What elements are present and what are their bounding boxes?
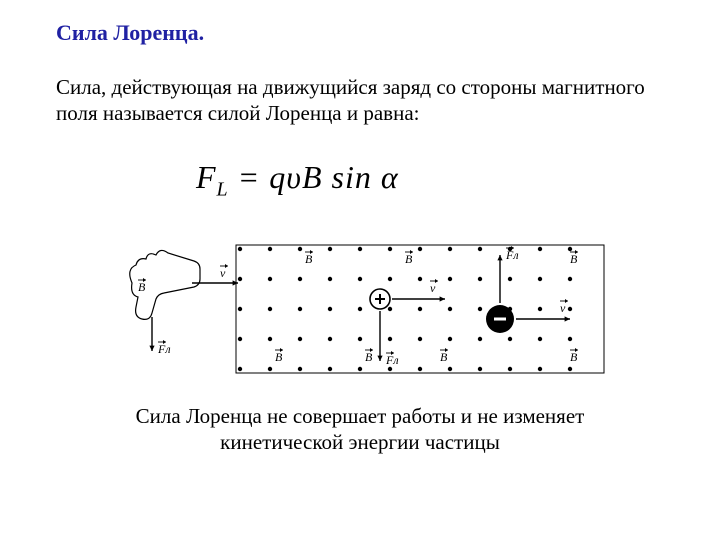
- svg-text:v: v: [430, 281, 436, 295]
- svg-text:B: B: [440, 350, 448, 364]
- svg-text:v: v: [560, 301, 566, 315]
- svg-text:B: B: [365, 350, 373, 364]
- svg-text:v: v: [220, 266, 226, 280]
- description-text: Сила, действующая на движущийся заряд со…: [56, 74, 664, 127]
- svg-text:B: B: [570, 252, 578, 266]
- svg-text:Fл: Fл: [157, 342, 171, 356]
- svg-text:B: B: [305, 252, 313, 266]
- lorentz-diagram: B B B B B B B Bv Fл v Fл v Fл: [100, 229, 620, 389]
- bottom-note: Сила Лоренца не совершает работы и не из…: [56, 403, 664, 456]
- formula-sub-L: L: [217, 178, 229, 200]
- svg-text:B: B: [275, 350, 283, 364]
- formula-rhs: qυB sin α: [269, 159, 398, 195]
- formula-F: F: [196, 159, 217, 195]
- page-title: Сила Лоренца.: [56, 20, 664, 46]
- svg-text:B: B: [570, 350, 578, 364]
- svg-text:B: B: [405, 252, 413, 266]
- svg-text:Fл: Fл: [505, 248, 519, 262]
- svg-text:Fл: Fл: [385, 353, 399, 367]
- svg-text:B: B: [138, 280, 146, 294]
- formula: FL = qυB sin α: [56, 159, 664, 201]
- formula-eq: =: [229, 159, 270, 195]
